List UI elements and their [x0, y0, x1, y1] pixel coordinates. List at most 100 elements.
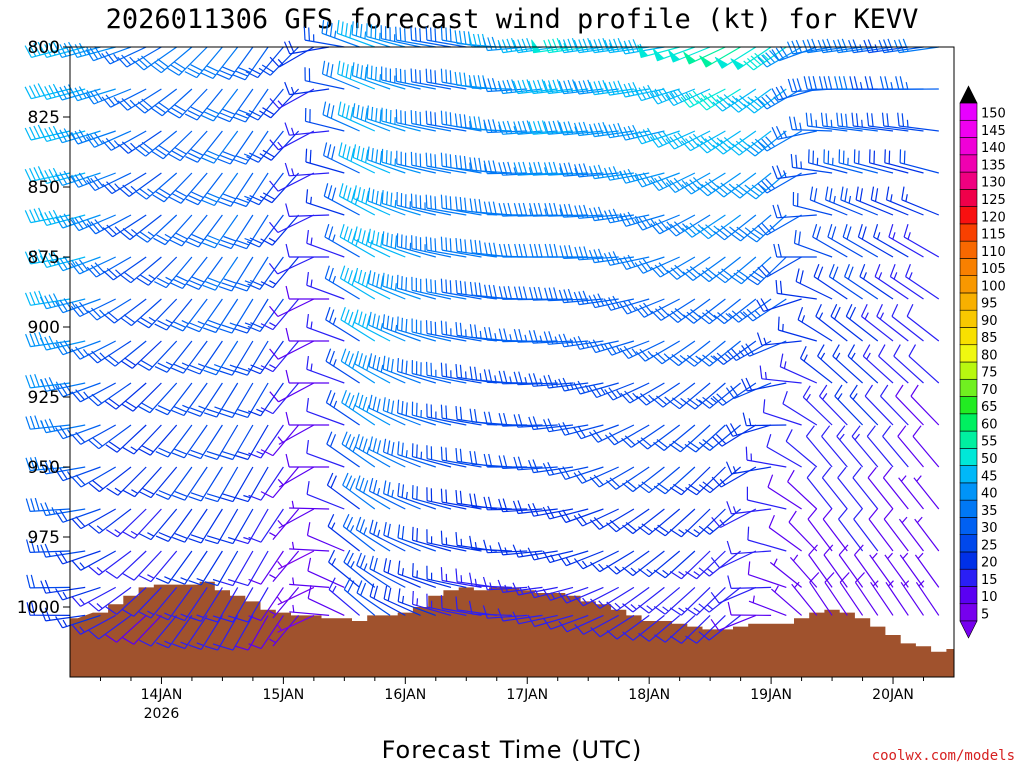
wind-barb — [588, 293, 635, 309]
wind-barb — [353, 185, 391, 216]
wind-barb — [882, 425, 909, 468]
wind-barb — [652, 46, 696, 62]
wind-barb — [869, 149, 909, 174]
wind-barb — [805, 425, 833, 468]
wind-barb — [306, 272, 345, 300]
wind-barb — [120, 298, 162, 327]
wind-barb — [342, 514, 376, 552]
colorbar-swatch — [959, 189, 978, 207]
wind-barb — [55, 170, 101, 186]
wind-barb — [55, 508, 101, 523]
wind-barb — [710, 586, 757, 604]
wind-barb — [860, 304, 894, 342]
wind-barb — [777, 316, 817, 342]
wind-barb — [685, 550, 726, 580]
wind-barb — [219, 382, 254, 418]
wind-barb — [426, 529, 467, 552]
wind-barb — [513, 456, 558, 471]
wind-barb — [268, 256, 315, 275]
wind-barb — [851, 112, 894, 132]
wind-barb — [756, 332, 802, 346]
wind-barb — [381, 148, 421, 174]
wind-barb — [134, 88, 178, 114]
wind-barb — [785, 429, 818, 468]
wind-barb — [726, 540, 772, 555]
wind-barb — [712, 130, 757, 155]
wind-barb — [821, 466, 848, 510]
wind-barb — [748, 595, 787, 616]
wind-barb — [216, 46, 254, 80]
wind-barb — [277, 550, 315, 570]
wind-barb — [590, 614, 635, 638]
wind-barb — [440, 194, 482, 216]
x-tick-label: 16JAN — [384, 687, 426, 703]
wind-barb — [898, 475, 924, 510]
wind-barb — [219, 340, 254, 376]
wind-barb — [788, 510, 818, 552]
wind-barb — [512, 544, 558, 558]
wind-barb — [802, 385, 833, 426]
wind-barb — [426, 361, 467, 384]
wind-barb — [767, 474, 802, 510]
wind-barb — [649, 130, 696, 148]
wind-barb — [836, 425, 864, 468]
wind-barb — [336, 20, 376, 48]
wind-barb — [603, 251, 650, 266]
wind-barb — [901, 186, 940, 216]
colorbar: 5 10 15 20 25 30 35 40 45 50 55 60 65 70 75 80 85 90 95 100… — [959, 85, 1006, 639]
wind-barb — [204, 424, 239, 460]
wind-barb — [269, 130, 315, 151]
wind-barb — [248, 550, 284, 585]
wind-barb — [396, 150, 436, 174]
wind-barb — [619, 340, 665, 360]
wind-barb — [713, 172, 757, 198]
wind-barb — [743, 88, 787, 114]
wind-barb — [154, 340, 193, 373]
wind-barb — [70, 42, 116, 58]
wind-barb — [653, 424, 696, 451]
colorbar-label: 135 — [981, 159, 1006, 174]
wind-barb — [590, 586, 635, 609]
wind-barb — [743, 46, 787, 71]
wind-barb — [864, 384, 894, 426]
wind-barb — [170, 340, 208, 374]
wind-barb — [337, 60, 376, 90]
wind-barb — [588, 248, 634, 264]
colorbar-label: 20 — [981, 556, 998, 571]
colorbar-label: 80 — [981, 348, 998, 363]
wind-barb — [589, 424, 635, 443]
x-tick-label: 15JAN — [263, 687, 305, 703]
wind-barb — [527, 502, 574, 517]
wind-barb — [603, 166, 650, 181]
wind-barb — [542, 550, 589, 564]
wind-barb — [683, 46, 726, 65]
wind-barb — [155, 587, 193, 621]
wind-barb — [483, 119, 528, 134]
wind-barb — [906, 304, 940, 342]
wind-barb — [55, 614, 101, 629]
wind-barb — [817, 344, 848, 384]
wind-barb — [396, 274, 436, 300]
wind-barb — [25, 456, 71, 472]
wind-barb — [55, 424, 101, 440]
wind-barb — [343, 549, 376, 588]
wind-barb — [259, 130, 300, 161]
wind-barb — [55, 256, 101, 272]
colorbar-max-arrow — [959, 85, 978, 104]
wind-barb — [618, 168, 665, 184]
wind-barb — [869, 552, 894, 588]
wind-barb — [426, 445, 467, 468]
wind-barb — [842, 224, 879, 258]
wind-barb — [713, 298, 757, 325]
wind-barb — [603, 208, 650, 224]
wind-barb — [219, 587, 254, 623]
wind-barb — [893, 344, 924, 384]
wind-barb — [637, 424, 681, 450]
wind-barb — [323, 142, 360, 174]
wind-barb — [638, 586, 681, 614]
wind-barb — [483, 160, 528, 175]
wind-barb — [669, 424, 711, 453]
wind-barb — [728, 298, 772, 323]
colorbar-swatch — [959, 482, 978, 501]
wind-barb — [383, 521, 421, 552]
